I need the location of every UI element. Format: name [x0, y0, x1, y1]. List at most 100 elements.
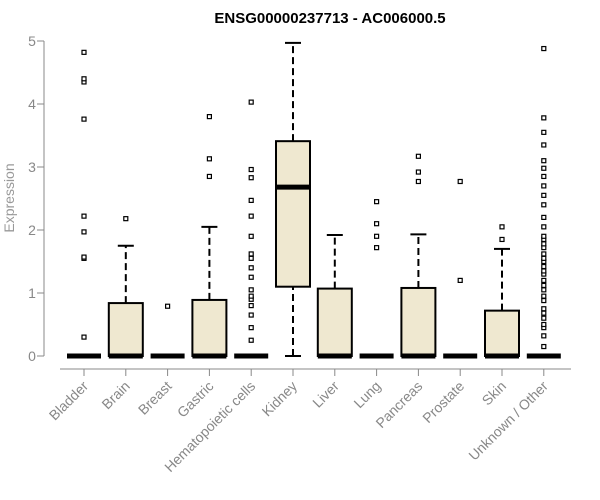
box-group — [526, 45, 561, 359]
outlier-point — [123, 216, 129, 222]
outlier-point — [248, 197, 254, 203]
box-series — [67, 41, 561, 359]
outlier-point — [248, 325, 254, 331]
outlier-point — [248, 337, 254, 343]
outlier-point — [541, 165, 547, 171]
outlier-point — [541, 192, 547, 198]
x-tick-label: Liver — [309, 378, 342, 411]
outlier-point — [248, 213, 254, 219]
outlier-point — [81, 49, 87, 55]
outlier-point — [415, 153, 421, 159]
outlier-point — [248, 287, 254, 293]
y-tick-label: 1 — [28, 285, 36, 301]
box-group — [234, 99, 269, 359]
box-group — [359, 199, 394, 359]
y-tick-label: 5 — [28, 33, 36, 49]
outlier-point — [457, 178, 463, 185]
outlier-point — [374, 221, 380, 227]
box — [484, 309, 520, 358]
box-group — [107, 216, 144, 359]
outlier-point — [541, 287, 547, 293]
outlier-point — [206, 113, 212, 120]
x-tick-label: Breast — [135, 378, 175, 418]
box-group — [484, 224, 520, 359]
outlier-point — [541, 255, 547, 261]
outlier-point — [499, 224, 505, 230]
outlier-point — [541, 129, 547, 135]
outlier-point — [206, 156, 212, 162]
outlier-point — [541, 333, 547, 339]
outlier-point — [541, 263, 547, 270]
outlier-point — [541, 282, 547, 289]
outlier-point — [541, 142, 547, 148]
outlier-point — [248, 251, 254, 257]
outlier-point — [541, 202, 547, 208]
outlier-point — [541, 214, 547, 220]
outlier-point — [541, 343, 547, 350]
box — [275, 140, 311, 288]
outlier-point — [541, 251, 547, 257]
box-group — [191, 113, 228, 359]
outlier-point — [248, 293, 254, 299]
outlier-point — [541, 115, 547, 121]
outlier-point — [541, 173, 547, 180]
y-tick-label: 3 — [28, 159, 36, 175]
outlier-point — [248, 303, 254, 309]
outlier-point — [457, 277, 463, 283]
outlier-point — [81, 334, 87, 340]
x-tick-label: Lung — [350, 378, 383, 411]
outlier-point — [248, 255, 254, 261]
box — [316, 287, 353, 357]
outlier-point — [374, 233, 380, 239]
x-tick-label: Skin — [479, 378, 510, 409]
outlier-point — [248, 175, 254, 181]
outlier-point — [374, 245, 380, 251]
x-tick-label: Bladder — [46, 378, 92, 424]
outlier-point — [541, 233, 547, 239]
outlier-point — [541, 310, 547, 316]
y-axis-title: Expression — [1, 163, 17, 232]
outlier-point — [81, 116, 87, 122]
outlier-point — [499, 236, 505, 243]
outlier-point — [541, 45, 547, 52]
outlier-point — [248, 233, 254, 239]
y-tick-label: 4 — [28, 96, 36, 112]
outlier-point — [374, 199, 380, 205]
box — [191, 298, 228, 357]
box-group — [150, 303, 185, 359]
outlier-point — [541, 224, 547, 230]
outlier-point — [81, 254, 87, 260]
outlier-point — [415, 178, 421, 185]
outlier-point — [541, 321, 547, 328]
outlier-point — [541, 268, 547, 274]
y-axis: 0 1 2 3 4 5 — [28, 33, 45, 364]
outlier-point — [541, 241, 547, 247]
outlier-point — [81, 76, 87, 82]
box-group — [400, 153, 437, 359]
outlier-point — [248, 274, 254, 280]
outlier-point — [541, 183, 547, 189]
outlier-point — [248, 166, 254, 173]
outlier-point — [248, 265, 254, 271]
outlier-point — [541, 297, 547, 304]
outlier-point — [165, 303, 171, 309]
outlier-point — [541, 277, 547, 283]
outlier-point — [541, 315, 547, 321]
x-tick-label: Prostate — [419, 378, 467, 426]
outlier-point — [541, 293, 547, 299]
outlier-point — [248, 312, 254, 318]
box — [107, 302, 144, 357]
box-group — [443, 178, 478, 359]
outlier-point — [541, 158, 547, 164]
box — [400, 286, 437, 357]
outlier-point — [415, 169, 421, 175]
outlier-point — [248, 99, 254, 105]
y-tick-label: 2 — [28, 222, 36, 238]
box-group — [67, 49, 101, 359]
x-tick-label: Brain — [98, 378, 132, 412]
x-tick-label: Unknown / Other — [465, 378, 551, 464]
y-tick-label: 0 — [28, 348, 36, 364]
outlier-point — [81, 213, 87, 219]
